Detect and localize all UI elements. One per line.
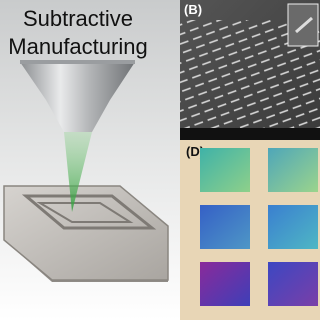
title-line: Subtractive xyxy=(23,6,133,31)
beam xyxy=(64,132,92,212)
panel-label: (D) xyxy=(186,144,204,159)
color-swatch xyxy=(268,205,318,249)
title-line: Manufacturing xyxy=(8,34,147,59)
nozzle-rim xyxy=(20,60,135,64)
color-swatch xyxy=(200,148,250,192)
inset-rod xyxy=(295,16,313,34)
color-swatch xyxy=(200,262,250,306)
sem-info-bar xyxy=(180,128,320,140)
color-swatch xyxy=(268,262,318,306)
panel-label: (B) xyxy=(184,2,202,17)
engraved-groove xyxy=(36,202,134,223)
engraved-groove xyxy=(21,194,157,230)
nozzle xyxy=(20,62,135,132)
color-swatch xyxy=(200,205,250,249)
color-swatch xyxy=(268,148,318,192)
